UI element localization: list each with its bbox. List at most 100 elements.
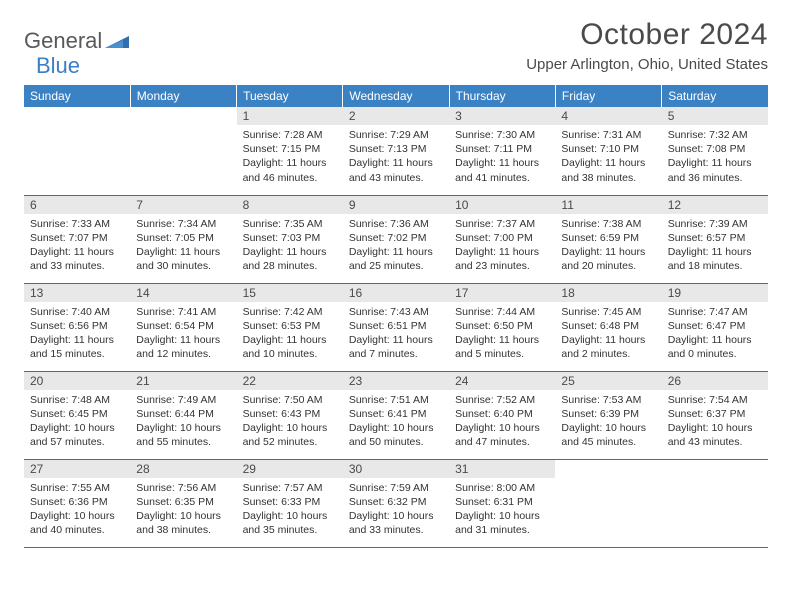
day-details: Sunrise: 7:31 AMSunset: 7:10 PMDaylight:…: [555, 125, 661, 188]
calendar-day-cell: 22Sunrise: 7:50 AMSunset: 6:43 PMDayligh…: [237, 371, 343, 459]
calendar-day-cell: 21Sunrise: 7:49 AMSunset: 6:44 PMDayligh…: [130, 371, 236, 459]
day-number: 22: [237, 372, 343, 390]
day-number: 13: [24, 284, 130, 302]
calendar-day-cell: 31Sunrise: 8:00 AMSunset: 6:31 PMDayligh…: [449, 459, 555, 547]
day-details: Sunrise: 7:51 AMSunset: 6:41 PMDaylight:…: [343, 390, 449, 453]
day-number: 25: [555, 372, 661, 390]
header-right: October 2024 Upper Arlington, Ohio, Unit…: [526, 18, 768, 73]
day-number: 10: [449, 196, 555, 214]
calendar-week-row: 27Sunrise: 7:55 AMSunset: 6:36 PMDayligh…: [24, 459, 768, 547]
day-number: 2: [343, 107, 449, 125]
calendar-day-cell: 29Sunrise: 7:57 AMSunset: 6:33 PMDayligh…: [237, 459, 343, 547]
calendar-day-cell: 13Sunrise: 7:40 AMSunset: 6:56 PMDayligh…: [24, 283, 130, 371]
brand-triangle-icon: [105, 32, 129, 51]
calendar-week-row: 20Sunrise: 7:48 AMSunset: 6:45 PMDayligh…: [24, 371, 768, 459]
calendar-day-cell: 20Sunrise: 7:48 AMSunset: 6:45 PMDayligh…: [24, 371, 130, 459]
day-number: 30: [343, 460, 449, 478]
calendar-day-cell: 25Sunrise: 7:53 AMSunset: 6:39 PMDayligh…: [555, 371, 661, 459]
calendar-day-cell: 27Sunrise: 7:55 AMSunset: 6:36 PMDayligh…: [24, 459, 130, 547]
location-text: Upper Arlington, Ohio, United States: [526, 56, 768, 73]
day-details: Sunrise: 7:48 AMSunset: 6:45 PMDaylight:…: [24, 390, 130, 453]
day-details: Sunrise: 7:35 AMSunset: 7:03 PMDaylight:…: [237, 214, 343, 277]
day-number: 23: [343, 372, 449, 390]
day-details: Sunrise: 7:53 AMSunset: 6:39 PMDaylight:…: [555, 390, 661, 453]
day-details: Sunrise: 7:55 AMSunset: 6:36 PMDaylight:…: [24, 478, 130, 541]
weekday-header: Tuesday: [237, 85, 343, 107]
day-number: 19: [662, 284, 768, 302]
day-details: Sunrise: 7:40 AMSunset: 6:56 PMDaylight:…: [24, 302, 130, 365]
calendar-day-cell: 28Sunrise: 7:56 AMSunset: 6:35 PMDayligh…: [130, 459, 236, 547]
day-details: Sunrise: 7:29 AMSunset: 7:13 PMDaylight:…: [343, 125, 449, 188]
day-number: 31: [449, 460, 555, 478]
day-number: 8: [237, 196, 343, 214]
calendar-day-cell: 18Sunrise: 7:45 AMSunset: 6:48 PMDayligh…: [555, 283, 661, 371]
calendar-body: 1Sunrise: 7:28 AMSunset: 7:15 PMDaylight…: [24, 107, 768, 547]
day-details: Sunrise: 7:44 AMSunset: 6:50 PMDaylight:…: [449, 302, 555, 365]
calendar-day-cell: 1Sunrise: 7:28 AMSunset: 7:15 PMDaylight…: [237, 107, 343, 195]
day-number: 21: [130, 372, 236, 390]
day-details: Sunrise: 7:52 AMSunset: 6:40 PMDaylight:…: [449, 390, 555, 453]
calendar-day-cell: 8Sunrise: 7:35 AMSunset: 7:03 PMDaylight…: [237, 195, 343, 283]
day-number: 18: [555, 284, 661, 302]
calendar-day-cell: 19Sunrise: 7:47 AMSunset: 6:47 PMDayligh…: [662, 283, 768, 371]
day-number: 26: [662, 372, 768, 390]
day-number: 3: [449, 107, 555, 125]
calendar-day-cell: 3Sunrise: 7:30 AMSunset: 7:11 PMDaylight…: [449, 107, 555, 195]
calendar-empty-cell: [130, 107, 236, 195]
month-title: October 2024: [526, 18, 768, 52]
calendar-header-row: SundayMondayTuesdayWednesdayThursdayFrid…: [24, 85, 768, 107]
calendar-empty-cell: [24, 107, 130, 195]
calendar-week-row: 6Sunrise: 7:33 AMSunset: 7:07 PMDaylight…: [24, 195, 768, 283]
calendar-day-cell: 5Sunrise: 7:32 AMSunset: 7:08 PMDaylight…: [662, 107, 768, 195]
calendar-table: SundayMondayTuesdayWednesdayThursdayFrid…: [24, 85, 768, 548]
weekday-header: Saturday: [662, 85, 768, 107]
day-details: Sunrise: 7:39 AMSunset: 6:57 PMDaylight:…: [662, 214, 768, 277]
day-details: Sunrise: 7:57 AMSunset: 6:33 PMDaylight:…: [237, 478, 343, 541]
calendar-day-cell: 14Sunrise: 7:41 AMSunset: 6:54 PMDayligh…: [130, 283, 236, 371]
day-number: 15: [237, 284, 343, 302]
day-number: 4: [555, 107, 661, 125]
calendar-day-cell: 15Sunrise: 7:42 AMSunset: 6:53 PMDayligh…: [237, 283, 343, 371]
day-details: Sunrise: 7:42 AMSunset: 6:53 PMDaylight:…: [237, 302, 343, 365]
day-number: 7: [130, 196, 236, 214]
calendar-day-cell: 24Sunrise: 7:52 AMSunset: 6:40 PMDayligh…: [449, 371, 555, 459]
day-number: 24: [449, 372, 555, 390]
weekday-header: Sunday: [24, 85, 130, 107]
weekday-header: Wednesday: [343, 85, 449, 107]
calendar-day-cell: 4Sunrise: 7:31 AMSunset: 7:10 PMDaylight…: [555, 107, 661, 195]
day-number: 29: [237, 460, 343, 478]
calendar-day-cell: 2Sunrise: 7:29 AMSunset: 7:13 PMDaylight…: [343, 107, 449, 195]
calendar-day-cell: 16Sunrise: 7:43 AMSunset: 6:51 PMDayligh…: [343, 283, 449, 371]
day-number: 17: [449, 284, 555, 302]
day-number: 14: [130, 284, 236, 302]
day-number: 11: [555, 196, 661, 214]
day-details: Sunrise: 7:47 AMSunset: 6:47 PMDaylight:…: [662, 302, 768, 365]
day-details: Sunrise: 7:56 AMSunset: 6:35 PMDaylight:…: [130, 478, 236, 541]
calendar-week-row: 13Sunrise: 7:40 AMSunset: 6:56 PMDayligh…: [24, 283, 768, 371]
calendar-page: General October 2024 Upper Arlington, Oh…: [0, 0, 792, 566]
calendar-empty-cell: [555, 459, 661, 547]
calendar-day-cell: 12Sunrise: 7:39 AMSunset: 6:57 PMDayligh…: [662, 195, 768, 283]
day-number: 5: [662, 107, 768, 125]
day-details: Sunrise: 7:37 AMSunset: 7:00 PMDaylight:…: [449, 214, 555, 277]
weekday-header: Thursday: [449, 85, 555, 107]
calendar-empty-cell: [662, 459, 768, 547]
day-number: 1: [237, 107, 343, 125]
calendar-day-cell: 30Sunrise: 7:59 AMSunset: 6:32 PMDayligh…: [343, 459, 449, 547]
day-number: 12: [662, 196, 768, 214]
day-details: Sunrise: 7:41 AMSunset: 6:54 PMDaylight:…: [130, 302, 236, 365]
calendar-day-cell: 26Sunrise: 7:54 AMSunset: 6:37 PMDayligh…: [662, 371, 768, 459]
day-details: Sunrise: 7:59 AMSunset: 6:32 PMDaylight:…: [343, 478, 449, 541]
calendar-day-cell: 17Sunrise: 7:44 AMSunset: 6:50 PMDayligh…: [449, 283, 555, 371]
brand-logo: General: [24, 28, 129, 54]
calendar-day-cell: 7Sunrise: 7:34 AMSunset: 7:05 PMDaylight…: [130, 195, 236, 283]
day-details: Sunrise: 7:50 AMSunset: 6:43 PMDaylight:…: [237, 390, 343, 453]
day-number: 27: [24, 460, 130, 478]
day-details: Sunrise: 7:43 AMSunset: 6:51 PMDaylight:…: [343, 302, 449, 365]
calendar-day-cell: 23Sunrise: 7:51 AMSunset: 6:41 PMDayligh…: [343, 371, 449, 459]
calendar-day-cell: 11Sunrise: 7:38 AMSunset: 6:59 PMDayligh…: [555, 195, 661, 283]
calendar-day-cell: 6Sunrise: 7:33 AMSunset: 7:07 PMDaylight…: [24, 195, 130, 283]
day-details: Sunrise: 7:54 AMSunset: 6:37 PMDaylight:…: [662, 390, 768, 453]
day-details: Sunrise: 7:49 AMSunset: 6:44 PMDaylight:…: [130, 390, 236, 453]
calendar-day-cell: 10Sunrise: 7:37 AMSunset: 7:00 PMDayligh…: [449, 195, 555, 283]
